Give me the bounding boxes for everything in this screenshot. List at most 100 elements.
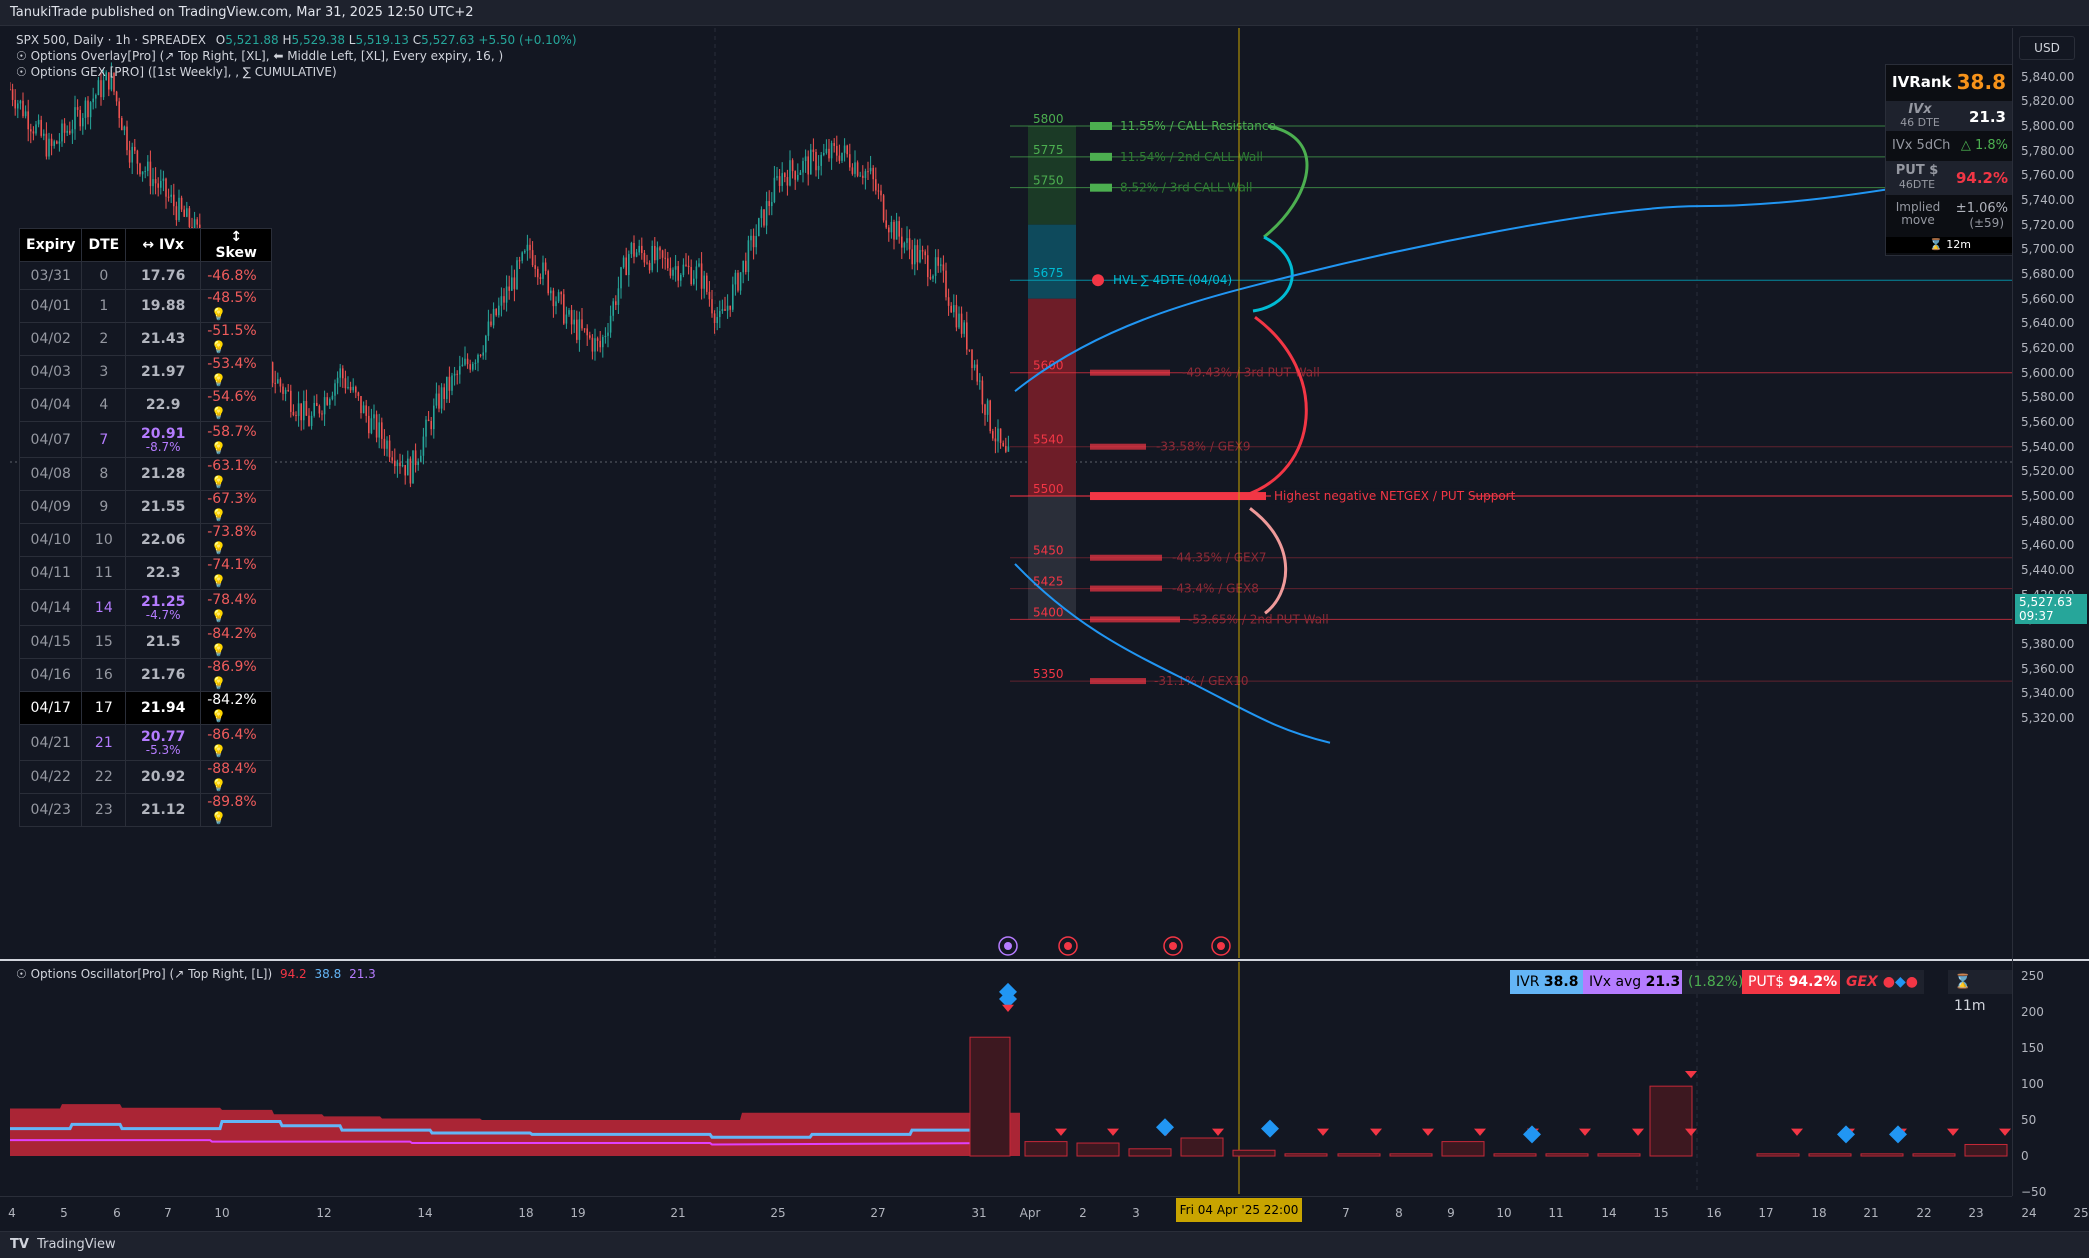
oscillator-canvas[interactable] xyxy=(10,962,2012,1194)
us-flag-event-icon[interactable] xyxy=(1163,936,1183,956)
candle-body xyxy=(24,111,27,117)
candle-body xyxy=(927,255,929,278)
expiry-ivx: 17.76 xyxy=(125,261,202,290)
lightbulb-icon: 💡 xyxy=(211,608,227,623)
candle-body xyxy=(854,162,856,174)
expiry-date: 04/01 xyxy=(18,289,83,323)
us-flag-event-icon[interactable] xyxy=(1058,936,1078,956)
puts-bar xyxy=(1076,1142,1120,1157)
expiry-skew: -84.2%💡 xyxy=(200,691,273,725)
candle-body xyxy=(396,462,399,467)
candle-body xyxy=(430,420,432,430)
candle-body xyxy=(362,405,365,414)
candle-body xyxy=(958,313,960,328)
candle-body xyxy=(794,171,796,180)
oscillator-name: Options Oscillator[Pro] (↗ Top Right, [L… xyxy=(30,967,273,981)
candle-body xyxy=(290,390,292,412)
tradingview-logo-icon: 𝗧𝗩 xyxy=(10,1237,29,1252)
candle-body xyxy=(420,455,422,462)
candle-body xyxy=(820,154,822,166)
candle-body xyxy=(641,245,643,254)
candle-body xyxy=(193,219,196,235)
candle-body xyxy=(976,364,978,382)
candle-body xyxy=(849,154,851,168)
candle-body xyxy=(45,133,48,157)
time-tick: 25 xyxy=(2073,1206,2089,1220)
expiry-dte: 0 xyxy=(81,261,127,290)
candle-body xyxy=(108,72,110,90)
ivx-value: 21.5 xyxy=(145,634,181,650)
oscillator-tick: 150 xyxy=(2021,1041,2044,1055)
expiry-dte: 15 xyxy=(81,625,127,659)
skew-value: -74.1% xyxy=(207,557,257,573)
expiry-skew: -51.5%💡 xyxy=(200,322,273,356)
currency-button[interactable]: USD xyxy=(2019,36,2075,60)
skew-value: -86.4% xyxy=(207,726,257,743)
candle-body xyxy=(604,335,607,338)
main-chart-pane[interactable]: 5800 11.55% / CALL Resistance 5775 11.54% /… xyxy=(10,28,2012,958)
candle-body xyxy=(846,145,848,155)
indicator-legend-gex[interactable]: ☉ Options GEX [PRO] ([1st Weekly], , ∑ C… xyxy=(16,64,577,80)
blue-diamond-icon xyxy=(1523,1125,1541,1144)
pane-divider[interactable] xyxy=(0,959,2089,961)
lightbulb-icon: 💡 xyxy=(211,709,227,723)
candle-body xyxy=(360,395,362,414)
candle-body xyxy=(48,138,50,157)
oscillator-pane[interactable]: ☉ Options Oscillator[Pro] (↗ Top Right, … xyxy=(10,962,2012,1194)
put-value: 94.2% xyxy=(1955,169,2008,187)
lightning-event-icon[interactable] xyxy=(998,936,1018,956)
candle-body xyxy=(433,405,435,430)
expiry-ivx: 21.28 xyxy=(125,457,202,491)
price-tick: 5,780.00 xyxy=(2021,143,2075,158)
expiry-skew: -84.2%💡 xyxy=(200,625,273,659)
price-tick: 5,500.00 xyxy=(2021,489,2075,504)
candle-body xyxy=(547,271,549,294)
gex-bar xyxy=(1090,443,1146,450)
candle-body xyxy=(687,265,690,268)
gex-badge: GEX ●◆● xyxy=(1840,970,1924,994)
candle-body xyxy=(459,366,461,375)
expiry-date: 04/04 xyxy=(18,388,83,422)
time-axis[interactable]: 4 5 6 7 10 12 14 18 19 21 25 27 31 Apr 2 3 7 8 9 10 11 14 15 16… xyxy=(0,1196,2089,1229)
time-tick: 7 xyxy=(164,1206,172,1220)
candle-body xyxy=(921,250,924,252)
candle-body xyxy=(321,413,323,415)
candle-body xyxy=(318,405,321,414)
candle-body xyxy=(856,162,859,176)
candle-body xyxy=(448,376,451,391)
expiry-dte: 16 xyxy=(81,658,127,692)
candle-body xyxy=(300,403,302,421)
legend-symbol-line[interactable]: SPX 500, Daily · 1h · SPREADEX O5,521.88… xyxy=(16,32,577,48)
candle-body xyxy=(703,275,705,289)
expiry-skew: -48.5%💡 xyxy=(200,289,273,323)
candle-body xyxy=(401,465,404,467)
price-axis[interactable]: USD 5,840.00 5,820.00 5,800.00 5,780.00 5,76… xyxy=(2012,28,2089,1199)
expiry-ivx: 21.43 xyxy=(125,322,202,356)
expiry-dte: 9 xyxy=(81,490,127,524)
candle-body xyxy=(867,171,869,173)
candle-body xyxy=(1007,446,1010,452)
candle-body xyxy=(352,386,354,391)
gex-level-5750: 5750 8.52% / 3rd CALL Wall xyxy=(1010,174,2012,195)
oscillator-legend[interactable]: ☉ Options Oscillator[Pro] (↗ Top Right, … xyxy=(16,966,376,982)
candle-body xyxy=(864,171,867,178)
candle-body xyxy=(76,107,79,110)
candle-body xyxy=(651,245,653,271)
candle-body xyxy=(381,422,383,439)
candle-body xyxy=(607,332,609,336)
gex-level-label: Highest negative NETGEX / PUT Support xyxy=(1274,489,1516,503)
candle-body xyxy=(872,167,874,180)
candle-body xyxy=(271,362,274,383)
indicator-legend-overlay[interactable]: ☉ Options Overlay[Pro] (↗ Top Right, [XL… xyxy=(16,48,577,64)
candle-body xyxy=(680,274,682,281)
candle-body xyxy=(830,143,833,159)
expiry-skew: -46.8% xyxy=(200,261,273,290)
time-tick: 11 xyxy=(1548,1206,1564,1220)
gex-level-5600: 5600 -49.43% / 3rd PUT Wall xyxy=(1010,359,2012,380)
us-flag-event-icon[interactable] xyxy=(1211,936,1231,956)
price-chart-canvas[interactable]: 5800 11.55% / CALL Resistance 5775 11.54% /… xyxy=(10,28,2012,958)
current-price: 5,527.63 xyxy=(2019,595,2073,609)
time-tick: 18 xyxy=(1811,1206,1827,1220)
expiry-dte: 21 xyxy=(81,724,127,761)
expiry-date: 04/10 xyxy=(18,523,83,557)
